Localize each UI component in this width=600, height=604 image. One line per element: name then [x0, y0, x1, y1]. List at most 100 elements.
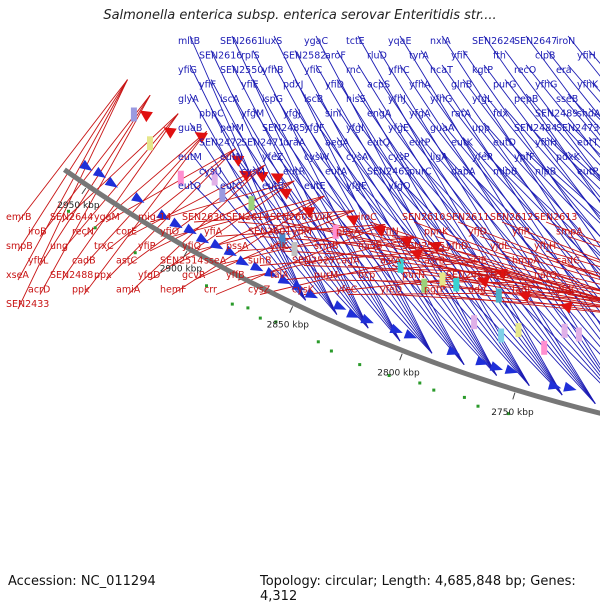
reverse-gene-leader-47 [391, 265, 600, 303]
forward-gene-label-37: purG [493, 80, 516, 91]
forward-gene-leader-15 [420, 50, 600, 326]
forward-gene-leader-101 [231, 180, 369, 329]
reverse-gene-label-1: SEN2644 [50, 212, 93, 223]
reverse-gene-leader-23 [479, 236, 600, 278]
forward-gene-leader-73 [336, 137, 530, 386]
forward-gene-arrow-65 [475, 355, 489, 366]
gene-content-tile-64 [471, 315, 478, 330]
reverse-gene-leader-49 [479, 265, 600, 295]
reverse-gene-label-42: SEN2514 [160, 256, 203, 267]
position-marker-75 [507, 412, 510, 416]
reverse-gene-label-18: SEN2601 [248, 227, 291, 238]
forward-gene-label-20: yfiG [178, 65, 197, 76]
reverse-gene-label-0: emrB [6, 212, 32, 223]
reverse-gene-label-37: yjdL [490, 241, 510, 252]
forward-gene-label-40: glyA [178, 94, 199, 105]
forward-gene-leader-25 [399, 64, 600, 370]
forward-gene-leader-50 [210, 108, 338, 315]
gene-content-tile-6 [147, 136, 153, 151]
reverse-gene-arrow-23 [255, 171, 269, 183]
forward-gene-label-55: yfgA [409, 109, 431, 120]
position-marker-25 [205, 284, 208, 288]
reverse-gene-label-46: cadA [336, 256, 360, 267]
forward-gene-label-19: yfiH [577, 51, 596, 62]
reverse-gene-label-64: narQ [534, 270, 557, 281]
reverse-gene-leader-50 [523, 265, 600, 285]
forward-gene-leader-75 [420, 137, 600, 348]
forward-gene-label-70: SEN2472 [199, 138, 242, 149]
reverse-gene-label-63: tktB [490, 270, 509, 281]
forward-gene-label-31: yfiE [241, 80, 259, 91]
forward-gene-label-15: tyrA [409, 51, 429, 62]
forward-gene-label-87: yfeR [472, 152, 494, 163]
reverse-gene-label-15: corE [116, 227, 137, 238]
reverse-gene-label-59: purM [314, 270, 338, 281]
forward-gene-label-52: yfgJ [283, 109, 301, 120]
forward-gene-label-3: ygaC [304, 36, 328, 47]
position-marker-60 [418, 381, 422, 385]
forward-gene-label-93: eutA [325, 167, 348, 178]
forward-gene-label-5: yqaE [388, 36, 411, 47]
forward-gene-leader-13 [336, 50, 530, 386]
forward-gene-leader-30 [210, 79, 338, 315]
forward-gene-leader-88 [525, 151, 600, 224]
reverse-gene-leader-66 [83, 131, 208, 295]
reverse-gene-arrow-55 [428, 241, 442, 253]
forward-gene-label-62: SEN2485 [262, 123, 305, 134]
reverse-gene-leader-30 [193, 210, 355, 252]
position-marker-68 [462, 395, 466, 399]
reverse-gene-label-45: SEN2527 [292, 256, 335, 267]
forward-gene-arrow-14 [169, 217, 183, 229]
forward-gene-arrow-40 [304, 288, 319, 299]
forward-gene-arrow-54 [403, 329, 418, 339]
reverse-gene-label-57: yffB [226, 270, 245, 281]
reverse-gene-label-68: hemF [160, 285, 187, 296]
reverse-gene-label-5: SEN2614 [226, 212, 269, 223]
forward-gene-leader-80 [189, 151, 306, 301]
forward-gene-arrow-34 [277, 274, 292, 285]
reverse-gene-label-6: SEN2609 [270, 212, 313, 223]
forward-gene-label-91: cysM [241, 167, 265, 178]
reverse-gene-leader-67 [127, 164, 266, 295]
reverse-gene-leader-76 [523, 294, 600, 307]
reverse-gene-label-24: yfiR [512, 227, 531, 238]
position-marker-47 [329, 349, 333, 353]
forward-gene-leader-68 [525, 122, 600, 202]
reverse-gene-label-75: ddg [468, 285, 486, 296]
forward-gene-label-60: guaB [178, 123, 202, 134]
forward-gene-leader-3 [315, 35, 497, 376]
forward-gene-label-96: dapA [451, 167, 476, 178]
reverse-gene-leader-5 [237, 221, 417, 238]
forward-gene-leader-7 [483, 35, 600, 204]
forward-gene-leader-35 [420, 79, 600, 333]
position-marker-30 [230, 302, 234, 306]
forward-gene-label-88: ypfF [514, 152, 534, 163]
forward-gene-leader-41 [231, 93, 369, 329]
forward-gene-leader-4 [357, 35, 563, 396]
reverse-gene-label-2: ygaM [94, 212, 120, 223]
forward-gene-leader-60 [189, 122, 306, 301]
reverse-gene-label-10: SEN2611 [446, 212, 489, 223]
reverse-gene-label-55: yfgD [138, 270, 160, 281]
forward-gene-label-68: SEN2484 [514, 123, 557, 134]
position-marker-3 [67, 209, 70, 213]
kbp-tick-label-3: 2800 kbp [377, 368, 420, 378]
reverse-gene-label-40: cadB [72, 256, 96, 267]
forward-gene-leader-59 [588, 108, 600, 121]
reverse-gene-arrow-5 [139, 110, 153, 123]
reverse-gene-leader-27 [61, 113, 179, 252]
reverse-gene-arrow-11 [194, 132, 208, 144]
gene-content-tile-36 [291, 242, 298, 256]
reverse-gene-label-20: pheA [336, 227, 361, 238]
forward-gene-label-57: fdx [493, 109, 508, 120]
reverse-gene-leader-73 [391, 294, 600, 308]
reverse-gene-label-61: purN [402, 270, 425, 281]
gene-content-tile-59 [453, 277, 460, 292]
reverse-gene-leader-21 [391, 236, 600, 299]
forward-gene-label-82: yfeZ [262, 152, 284, 163]
reverse-gene-label-4: SEN2630 [182, 212, 225, 223]
forward-gene-label-2: luxS [262, 36, 282, 47]
forward-gene-label-33: yfiD [325, 80, 344, 91]
reverse-gene-label-69: crr [204, 285, 217, 296]
